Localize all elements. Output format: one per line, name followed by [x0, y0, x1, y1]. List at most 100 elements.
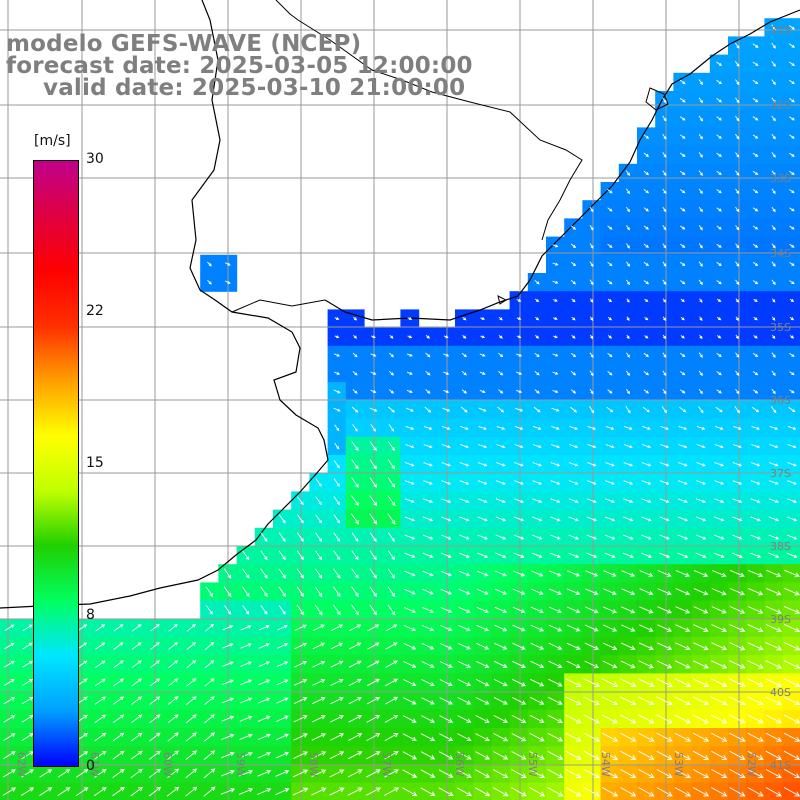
- lat-label: 40S: [770, 686, 791, 699]
- wind-arrow: [457, 715, 472, 723]
- wind-arrow: [731, 552, 743, 558]
- wind-arrow: [626, 370, 630, 377]
- wind-arrow: [601, 678, 619, 687]
- wind-arrow: [479, 353, 486, 357]
- wind-arrow: [656, 696, 673, 706]
- wind-arrow: [679, 79, 686, 85]
- wind-arrow: [783, 696, 800, 706]
- wind-arrow: [512, 588, 526, 595]
- wind-arrow: [552, 371, 559, 375]
- wind-arrow: [590, 334, 594, 340]
- wind-arrow: [222, 643, 234, 649]
- wind-arrow: [4, 642, 15, 650]
- field-cell: [782, 182, 800, 201]
- wind-arrow: [221, 751, 235, 759]
- wind-arrow: [405, 407, 414, 412]
- wind-arrow: [768, 516, 780, 522]
- wind-arrow: [257, 715, 271, 722]
- wind-arrow: [732, 444, 742, 449]
- wind-arrow: [789, 207, 795, 212]
- wind-arrow: [494, 660, 508, 668]
- wind-arrow: [95, 624, 106, 632]
- wind-arrow: [366, 733, 381, 741]
- wind-arrow: [260, 605, 268, 615]
- wind-arrow: [680, 170, 686, 176]
- wind-arrow: [565, 696, 582, 706]
- wind-arrow: [747, 714, 764, 724]
- wind-arrow: [21, 769, 34, 778]
- wind-arrow: [679, 152, 686, 157]
- wind-arrow: [680, 207, 686, 212]
- wind-arrow: [716, 316, 722, 321]
- plata-estuary-shore: [231, 299, 326, 313]
- wind-arrow: [278, 532, 286, 542]
- wind-arrow: [626, 261, 630, 267]
- wind-arrow: [662, 298, 667, 303]
- wind-arrow: [407, 317, 413, 321]
- wind-arrow: [716, 389, 722, 394]
- wind-arrow: [404, 552, 416, 558]
- wind-arrow: [329, 733, 345, 741]
- wind-arrow: [456, 769, 472, 778]
- wind-arrow: [789, 116, 795, 121]
- wind-arrow: [768, 534, 780, 540]
- wind-arrow: [312, 642, 326, 650]
- wind-arrow: [660, 425, 669, 430]
- field-cell: [782, 36, 800, 56]
- wind-arrow: [732, 498, 743, 504]
- wind-arrow: [312, 697, 326, 705]
- wind-arrow: [422, 588, 434, 595]
- wind-speed-field: [0, 18, 800, 800]
- wind-arrow: [513, 516, 525, 522]
- wind-arrow: [735, 115, 740, 122]
- field-cell: [782, 127, 800, 147]
- wind-arrow: [716, 134, 722, 139]
- wind-arrow: [352, 424, 358, 432]
- wind-arrow: [662, 261, 667, 267]
- wind-arrow: [95, 660, 106, 668]
- wind-arrow: [623, 444, 633, 449]
- wind-arrow: [347, 769, 363, 778]
- wind-arrow: [771, 170, 776, 176]
- wind-arrow: [716, 352, 722, 358]
- wind-arrow: [698, 243, 703, 249]
- wind-arrow: [496, 462, 506, 467]
- wind-arrow: [623, 462, 633, 467]
- wind-arrow: [732, 480, 743, 485]
- wind-arrow: [643, 261, 650, 267]
- wind-arrow: [639, 570, 654, 577]
- wind-arrow: [168, 642, 179, 650]
- wind-arrow: [387, 550, 395, 561]
- wind-arrow: [570, 261, 577, 267]
- wind-arrow: [529, 696, 545, 705]
- wind-arrow: [421, 715, 435, 723]
- wind-arrow: [590, 298, 594, 303]
- wind-arrow: [330, 696, 344, 705]
- wind-arrow: [711, 787, 728, 797]
- wind-arrow: [784, 587, 800, 596]
- wind-arrow: [240, 679, 253, 686]
- wind-arrow: [257, 733, 271, 741]
- wind-arrow: [366, 751, 381, 760]
- wind-arrow: [511, 714, 527, 723]
- wind-arrow: [783, 714, 800, 724]
- wind-arrow: [369, 568, 377, 579]
- wind-arrow: [643, 243, 649, 248]
- wind-arrow: [711, 660, 728, 669]
- wind-arrow: [387, 441, 395, 452]
- wind-arrow: [713, 534, 725, 540]
- wind-arrow: [535, 335, 540, 339]
- wind-arrow: [570, 280, 577, 285]
- wind-arrow: [643, 189, 650, 194]
- wind-arrow: [221, 679, 234, 686]
- wind-arrow: [475, 733, 490, 742]
- wind-arrow: [771, 79, 776, 86]
- wind-arrow: [679, 98, 686, 103]
- wind-arrow: [771, 115, 776, 122]
- wind-arrow: [571, 298, 576, 303]
- wind-arrow: [498, 335, 503, 339]
- wind-arrow: [659, 516, 670, 522]
- wind-arrow: [112, 786, 125, 797]
- wind-arrow: [150, 642, 160, 650]
- wind-arrow: [333, 478, 340, 487]
